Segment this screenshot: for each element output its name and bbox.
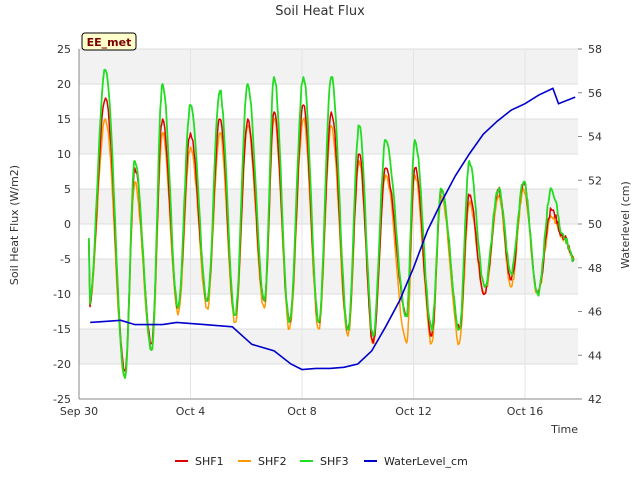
- y-tick-label: -10: [53, 288, 71, 301]
- y2-tick-label: 54: [588, 131, 602, 144]
- y2-tick-label: 56: [588, 87, 602, 100]
- band: [79, 329, 578, 364]
- legend-label: WaterLevel_cm: [384, 455, 468, 468]
- y-tick-label: -20: [53, 358, 71, 371]
- legend-label: SHF1: [195, 455, 224, 468]
- x-axis-label: Time: [550, 423, 578, 436]
- y-tick-label: -25: [53, 393, 71, 406]
- y-tick-label: 20: [57, 78, 71, 91]
- tick-labels: -25 -20 -15 -10 -5 0 5 10 15 20 25 42 44 46 48 50 52 54 56…: [53, 43, 602, 418]
- station-badge: EE_met: [81, 32, 137, 51]
- y-tick-label: 10: [57, 148, 71, 161]
- x-tick-label: Oct 16: [507, 405, 544, 418]
- axes: [78, 49, 578, 400]
- legend-item-shf1: SHF1: [175, 455, 224, 468]
- legend: SHF1 SHF2 SHF3 WaterLevel_cm: [175, 455, 468, 468]
- y2-tick-label: 48: [588, 262, 602, 275]
- legend-item-shf3: SHF3: [300, 455, 349, 468]
- band: [79, 259, 578, 294]
- chart-title: Soil Heat Flux: [275, 4, 365, 19]
- y2-tick-label: 42: [588, 393, 602, 406]
- y2-tick-label: 52: [588, 174, 602, 187]
- series-shf3-line: [87, 68, 575, 379]
- y-tick-label: 25: [57, 43, 71, 56]
- y-tick-label: -5: [60, 253, 71, 266]
- station-badge-label: EE_met: [87, 36, 132, 49]
- series-waterlevel-line: [90, 87, 576, 371]
- legend-item-waterlevel_cm: WaterLevel_cm: [364, 455, 468, 468]
- x-tick-label: Oct 4: [176, 405, 206, 418]
- legend-label: SHF2: [258, 455, 287, 468]
- y2-tick-label: 50: [588, 218, 602, 231]
- y2-axis-label: Waterlevel (cm): [619, 181, 632, 269]
- y-tick-label: 15: [57, 113, 71, 126]
- x-tick-label: Oct 8: [287, 405, 317, 418]
- legend-label: SHF3: [320, 455, 349, 468]
- y-axis-label: Soil Heat Flux (W/m2): [8, 165, 21, 285]
- legend-item-shf2: SHF2: [238, 455, 287, 468]
- y-tick-label: 0: [64, 218, 71, 231]
- band: [79, 49, 578, 84]
- y-tick-label: 5: [64, 183, 71, 196]
- series-layer: [87, 68, 576, 379]
- x-tick-label: Sep 30: [60, 405, 98, 418]
- y-tick-label: -15: [53, 323, 71, 336]
- y2-tick-label: 44: [588, 349, 602, 362]
- x-tick-label: Oct 12: [395, 405, 432, 418]
- y2-tick-label: 58: [588, 43, 602, 56]
- y2-tick-label: 46: [588, 306, 602, 319]
